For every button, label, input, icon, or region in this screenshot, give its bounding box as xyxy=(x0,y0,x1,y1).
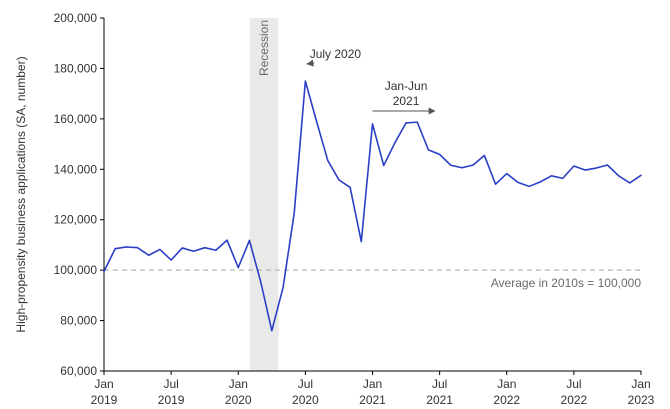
recession-band-group: Recession xyxy=(249,18,279,371)
x-tick-label-month: Jan xyxy=(497,377,516,391)
series-group xyxy=(103,80,642,332)
x-tick-label-year: 2022 xyxy=(493,393,520,407)
annotation-period-arrowhead xyxy=(428,107,436,115)
reference-line-group: Average in 2010s = 100,000 xyxy=(104,269,642,290)
annotation-jan-jun-line2: 2021 xyxy=(393,94,420,108)
x-tick-label-month: Jul xyxy=(298,377,313,391)
y-tick-label: 200,000 xyxy=(54,11,98,25)
y-tick-label: 80,000 xyxy=(60,314,97,328)
x-tick-label-year: 2020 xyxy=(292,393,319,407)
x-tick-label-month: Jul xyxy=(432,377,447,391)
recession-label: Recession xyxy=(257,20,271,76)
y-tick-label: 120,000 xyxy=(54,213,98,227)
x-tick-label-month: Jan xyxy=(363,377,382,391)
y-tick-label: 160,000 xyxy=(54,112,98,126)
x-tick-label-year: 2020 xyxy=(225,393,252,407)
series-line xyxy=(103,80,642,332)
recession-band xyxy=(249,18,279,371)
y-tick-label: 100,000 xyxy=(54,263,98,277)
x-tick-label-month: Jul xyxy=(566,377,581,391)
y-tick-label: 180,000 xyxy=(54,61,98,75)
annotation-arrowhead xyxy=(306,59,314,67)
x-tick-label-year: 2022 xyxy=(561,393,588,407)
reference-line-label: Average in 2010s = 100,000 xyxy=(491,276,642,290)
y-tick-label: 60,000 xyxy=(60,364,97,378)
axes-group: 60,000 80,000 100,000 120,000 140,000 160,000… xyxy=(14,11,655,407)
annotation-july-2020: July 2020 xyxy=(310,47,362,61)
x-tick-label-month: Jan xyxy=(631,377,650,391)
x-tick-label-year: 2021 xyxy=(426,393,453,407)
x-tick-label-year: 2019 xyxy=(158,393,185,407)
x-tick-label-month: Jan xyxy=(229,377,248,391)
y-axis-title: High-propensity business applications (S… xyxy=(14,56,28,332)
x-tick-label-year: 2023 xyxy=(628,393,655,407)
x-tick-label-month: Jul xyxy=(163,377,178,391)
x-tick-label-year: 2019 xyxy=(91,393,118,407)
y-tick-label: 140,000 xyxy=(54,162,98,176)
x-tick-label-month: Jan xyxy=(94,377,113,391)
x-tick-label-year: 2021 xyxy=(359,393,386,407)
annotation-jan-jun-line1: Jan-Jun xyxy=(385,79,428,93)
